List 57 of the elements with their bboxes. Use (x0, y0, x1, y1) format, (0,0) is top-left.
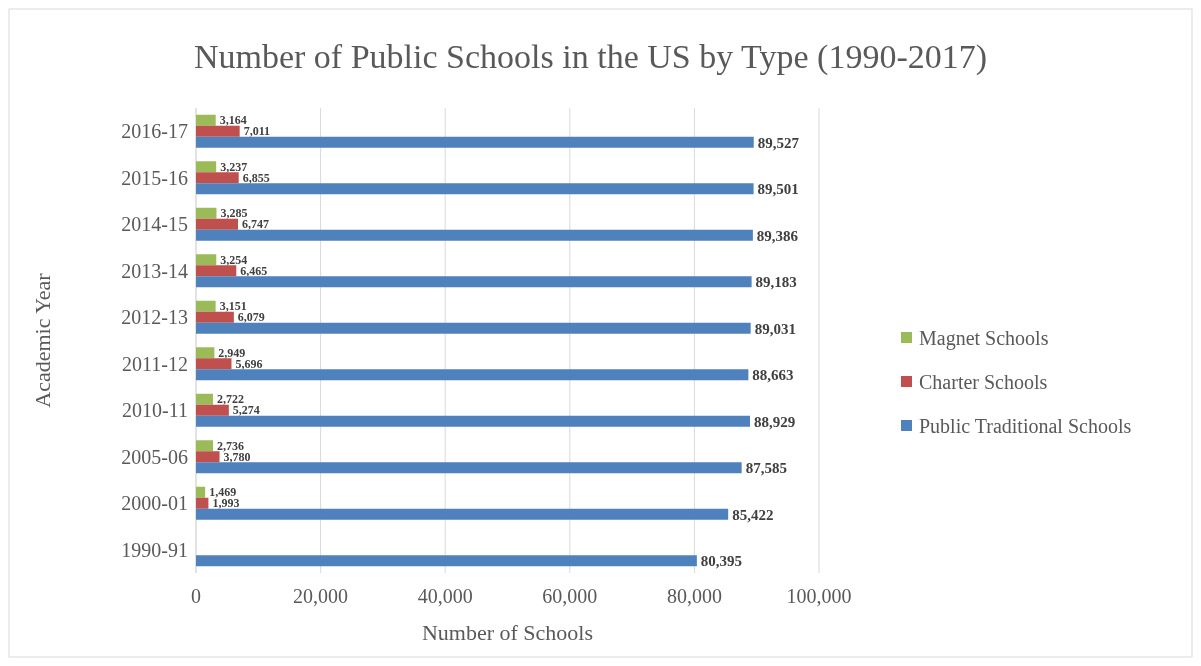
data-label: 80,395 (700, 553, 743, 569)
y-tick-label: 2012-13 (121, 306, 188, 329)
bar (196, 358, 232, 370)
y-tick-label: 2015-16 (121, 166, 188, 189)
data-label: 87,585 (745, 460, 787, 476)
bar (196, 161, 217, 173)
y-tick-label: 2016-17 (121, 120, 188, 143)
bar (196, 415, 751, 427)
x-tick-label: 20,000 (293, 585, 349, 607)
bar (196, 462, 742, 474)
y-axis-title: Academic Year (30, 272, 55, 408)
bar (196, 393, 213, 405)
legend-label: Public Traditional Schools (919, 415, 1132, 437)
bar (196, 322, 751, 334)
bar (196, 276, 752, 288)
bar (196, 265, 237, 277)
x-axis-title: Number of Schools (421, 620, 594, 645)
legend-label: Charter Schools (919, 371, 1048, 393)
data-label: 89,501 (757, 181, 799, 197)
x-tick-label: 40,000 (417, 585, 473, 607)
bar (196, 451, 220, 463)
bar (196, 369, 749, 381)
data-label: 2,736 (217, 438, 245, 453)
y-tick-label: 2014-15 (121, 213, 188, 236)
y-tick-label: 2005-06 (121, 445, 188, 468)
data-label: 89,183 (755, 274, 797, 290)
y-tick-label: 1990-91 (121, 538, 188, 561)
x-tick-label: 100,000 (786, 585, 852, 607)
y-tick-label: 2010-11 (122, 399, 188, 422)
data-label: 89,527 (757, 134, 800, 151)
x-tick-label: 80,000 (666, 585, 722, 607)
data-label: 89,031 (754, 320, 796, 337)
y-tick-label: 2000-01 (121, 492, 188, 515)
bar (196, 508, 729, 520)
bar (196, 172, 239, 184)
bar (196, 555, 697, 567)
y-tick-label: 2011-12 (122, 352, 188, 375)
x-tick-label: 60,000 (542, 585, 598, 607)
data-label: 88,929 (754, 413, 796, 430)
bar (196, 183, 754, 195)
bar (196, 497, 209, 509)
bar (196, 347, 215, 359)
data-label: 85,422 (732, 506, 774, 523)
bar (196, 114, 216, 126)
legend-label: Magnet Schools (919, 327, 1049, 350)
x-tick-label: 0 (191, 585, 201, 607)
data-label: 88,663 (752, 367, 794, 383)
bar (196, 300, 216, 312)
bar (196, 486, 206, 498)
y-tick-label: 2013-14 (121, 259, 188, 282)
bar (196, 207, 217, 219)
bar (196, 254, 217, 266)
chart-title: Number of Public Schools in the US by Type (1990-2017) (193, 38, 988, 76)
bar (196, 440, 214, 452)
data-label: 89,386 (756, 227, 799, 244)
bar (196, 229, 753, 241)
bar (196, 136, 754, 148)
